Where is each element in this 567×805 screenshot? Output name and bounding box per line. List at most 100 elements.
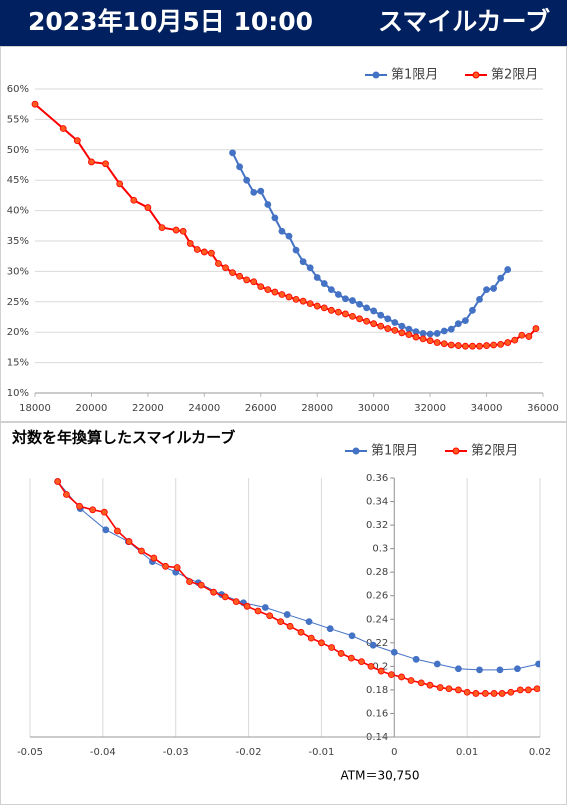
point: [433, 660, 441, 668]
point: [349, 312, 356, 320]
point: [116, 180, 124, 188]
series-line: [231, 152, 509, 336]
point: [504, 339, 512, 346]
point: [476, 295, 483, 303]
point: [476, 342, 483, 350]
point: [342, 310, 349, 318]
point: [398, 322, 406, 330]
y-tick-label: 55%: [7, 114, 29, 125]
series-line: [34, 103, 537, 348]
point: [454, 665, 462, 673]
point: [89, 506, 97, 514]
point: [31, 100, 39, 108]
y-tick-label: 40%: [7, 206, 29, 217]
point: [426, 330, 434, 338]
point: [102, 526, 110, 534]
point: [419, 335, 427, 343]
point: [433, 330, 441, 337]
series-line: [57, 481, 539, 671]
annotation: ATM＝30,750: [341, 769, 420, 783]
point: [76, 502, 83, 510]
point: [186, 240, 194, 247]
point: [285, 293, 293, 301]
x-tick-label: 30000: [358, 403, 390, 414]
point: [102, 160, 109, 168]
point: [334, 308, 342, 316]
point: [277, 618, 285, 626]
point: [518, 331, 526, 339]
point: [398, 673, 405, 681]
point: [483, 286, 490, 294]
point: [313, 302, 321, 310]
point: [292, 295, 300, 303]
point: [210, 588, 218, 596]
point: [299, 297, 307, 305]
point: [232, 598, 240, 606]
legend-marker: [352, 447, 360, 455]
y-tick-label: 0.26: [366, 591, 388, 602]
x-tick-label: 20000: [76, 403, 108, 414]
point: [327, 286, 335, 294]
point: [440, 340, 448, 348]
point: [447, 325, 455, 333]
y-tick-label: 0.32: [366, 520, 388, 531]
point: [356, 300, 363, 308]
point: [307, 634, 315, 642]
point: [412, 333, 420, 341]
point: [297, 628, 305, 636]
point: [472, 690, 480, 697]
point: [363, 304, 371, 312]
point: [454, 342, 462, 349]
point: [497, 274, 505, 282]
point: [511, 336, 519, 344]
point: [496, 666, 504, 674]
x-tick-label: 0: [391, 747, 397, 758]
point: [243, 176, 251, 184]
header-bar: [0, 0, 567, 46]
point: [257, 283, 265, 291]
point: [306, 300, 314, 308]
point: [264, 286, 272, 294]
point: [313, 274, 321, 281]
point: [490, 285, 498, 292]
header-title: スマイルカーブ: [378, 7, 550, 36]
point: [138, 547, 145, 555]
point: [250, 278, 258, 286]
point: [283, 611, 291, 618]
point: [243, 276, 251, 284]
point: [469, 306, 476, 314]
point: [266, 612, 274, 620]
point: [305, 618, 313, 626]
point: [426, 681, 434, 689]
y-tick-label: 0.28: [366, 567, 388, 578]
point: [179, 227, 187, 235]
series-line: [57, 481, 538, 695]
point: [320, 280, 328, 287]
y-tick-label: 0.34: [366, 497, 388, 508]
point: [222, 264, 229, 272]
point: [377, 311, 385, 319]
point: [54, 478, 62, 485]
point: [243, 602, 251, 610]
point: [356, 315, 363, 323]
point: [476, 666, 483, 674]
point: [525, 333, 533, 340]
y-tick-label: 0.3: [372, 544, 388, 555]
y-tick-label: 0.24: [366, 614, 388, 625]
point: [173, 564, 181, 571]
point: [193, 246, 201, 253]
point: [207, 249, 215, 257]
x-tick-label: 28000: [301, 403, 333, 414]
point: [271, 214, 279, 222]
legend-marker: [452, 447, 460, 455]
point: [229, 269, 236, 277]
point: [370, 320, 378, 328]
y-tick-label: 20%: [7, 327, 29, 338]
point: [236, 272, 244, 280]
x-tick-label: 34000: [471, 403, 503, 414]
point: [390, 648, 398, 656]
point: [533, 685, 540, 693]
point: [278, 227, 286, 235]
point: [73, 137, 81, 145]
